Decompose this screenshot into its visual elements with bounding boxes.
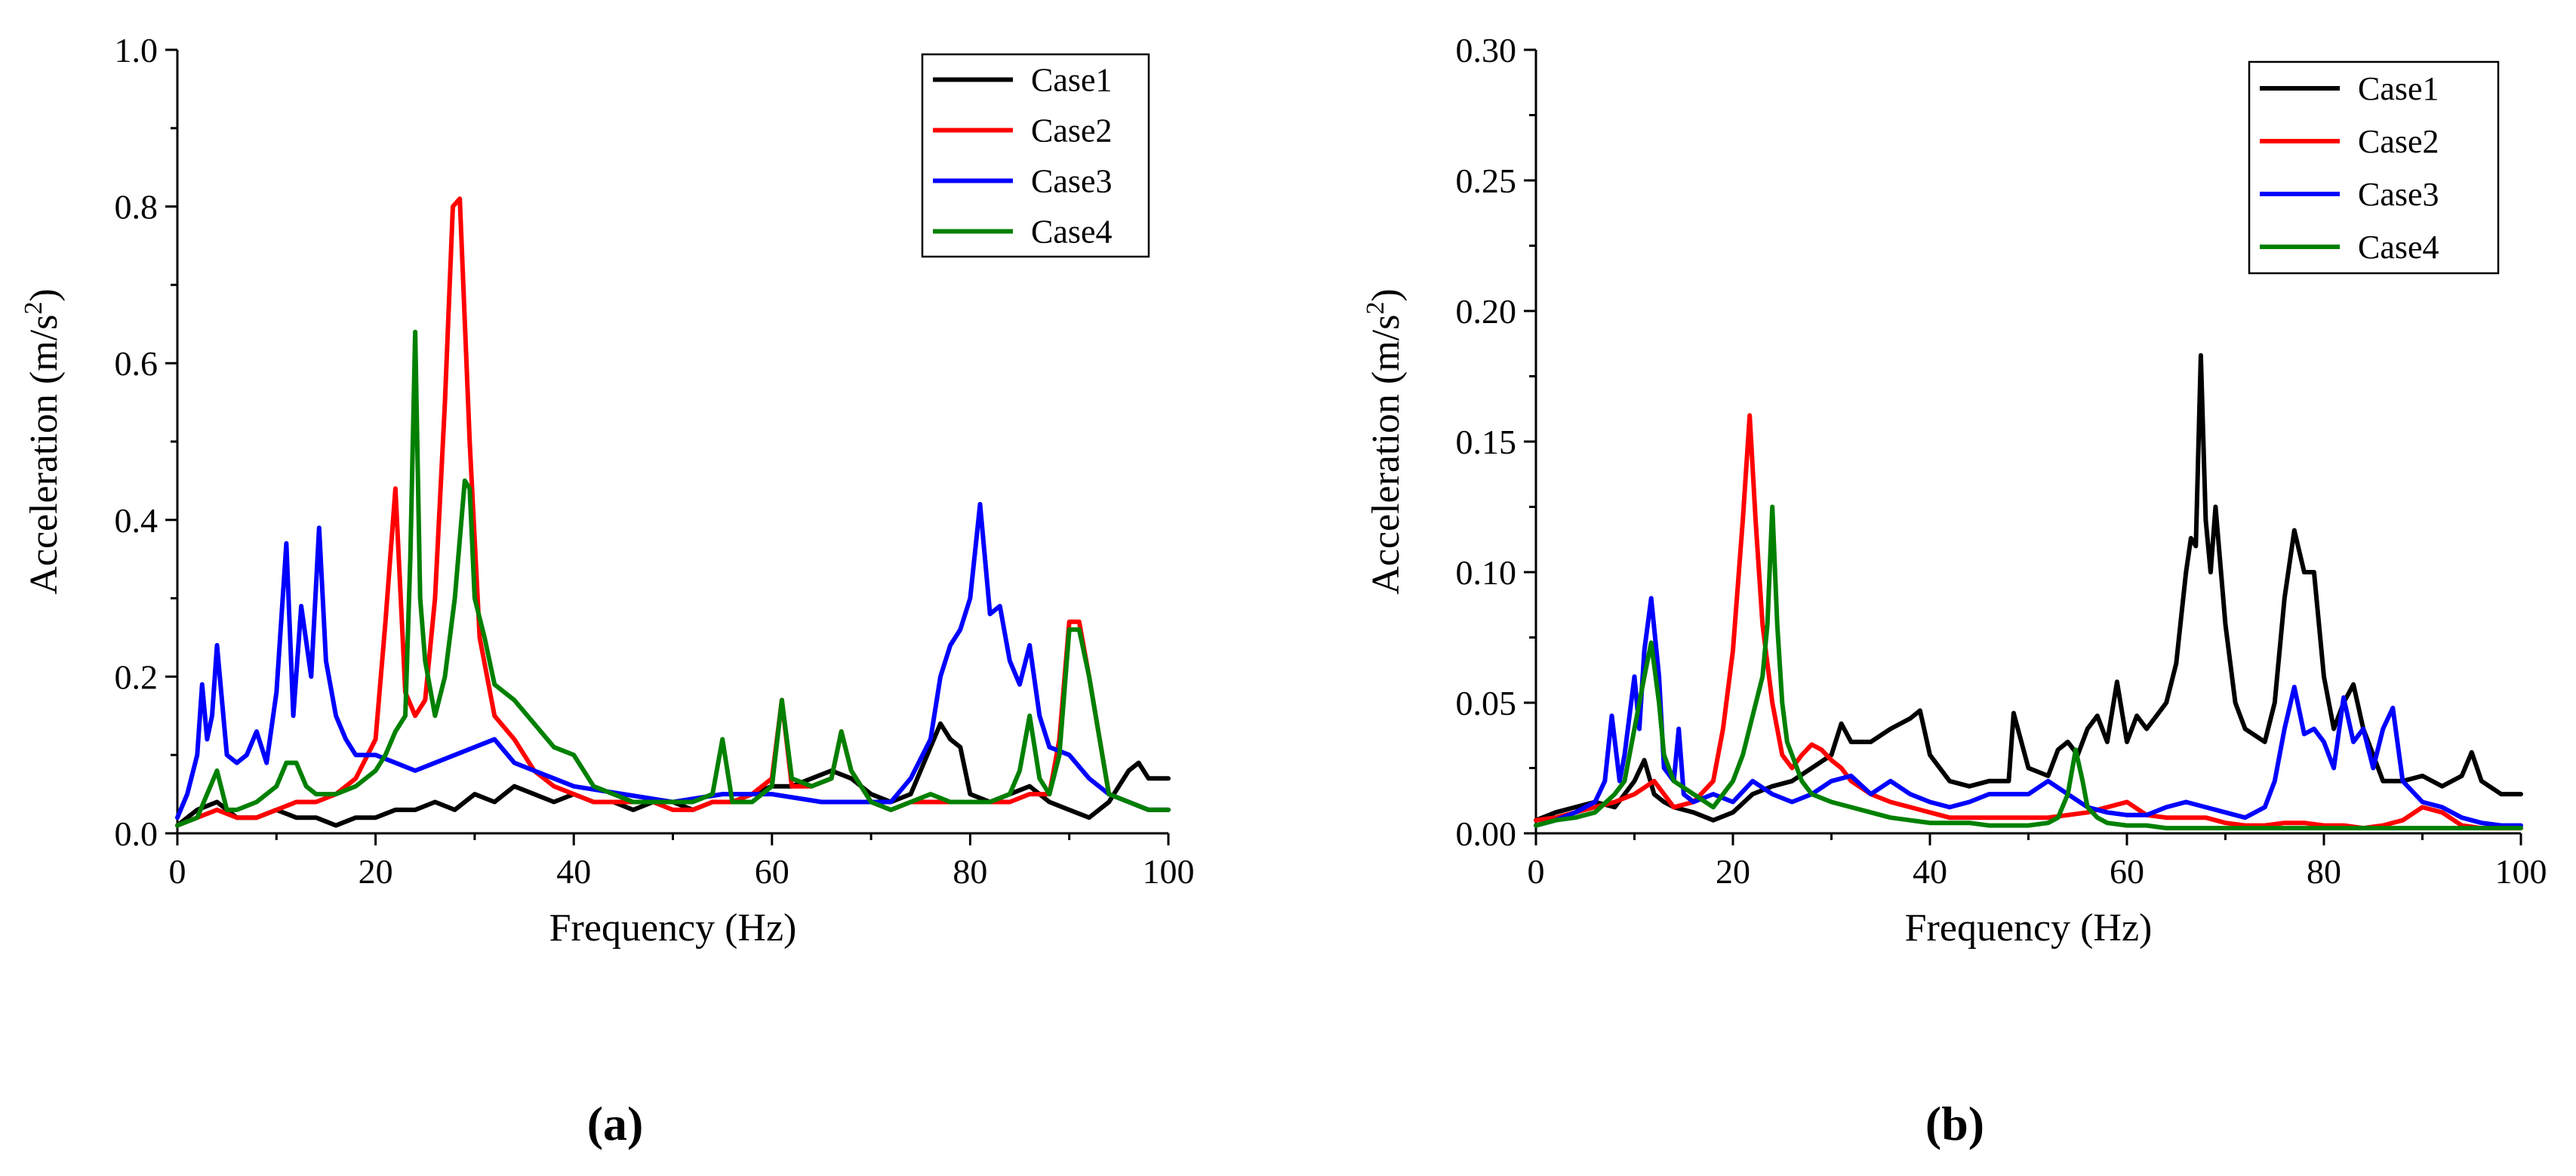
y-axis-title-main: Acceleration (m/s bbox=[1365, 315, 1408, 595]
x-tick-label: 40 bbox=[556, 852, 591, 891]
y-tick-label: 0.4 bbox=[115, 501, 158, 540]
series-line-case3 bbox=[175, 502, 1171, 820]
legend-label-case2: Case2 bbox=[1031, 112, 1113, 149]
panel-a: 0 20 40 60 80 100 0.0 0.2 0.4 0.6 0.8 1.0 Frequency … bbox=[20, 31, 1195, 1150]
x-tick-label: 20 bbox=[359, 852, 393, 891]
series-line-case4 bbox=[175, 329, 1171, 828]
x-tick-label: 100 bbox=[1143, 852, 1195, 891]
x-tick-label: 100 bbox=[2495, 852, 2547, 891]
series-line-case4 bbox=[1534, 504, 2523, 831]
y-tick-label: 1.0 bbox=[115, 31, 158, 69]
x-tick-label: 60 bbox=[755, 852, 789, 891]
y-axis-title-superscript: 2 bbox=[1362, 302, 1390, 315]
y-tick-label: 0.6 bbox=[115, 344, 158, 383]
y-tick-label: 0.2 bbox=[115, 657, 158, 696]
series-line-case3 bbox=[1534, 596, 2523, 828]
legend-label-case3: Case3 bbox=[1031, 163, 1113, 200]
x-tick-label: 80 bbox=[2307, 852, 2341, 891]
x-tick-label: 0 bbox=[169, 852, 186, 891]
x-tick-label: 0 bbox=[1528, 852, 1545, 891]
legend-label-case1: Case1 bbox=[1031, 62, 1113, 99]
series-line-case2 bbox=[1534, 413, 2523, 831]
x-axis-title: Frequency (Hz) bbox=[1905, 907, 2153, 950]
y-axis-title-main: Acceleration (m/s bbox=[23, 315, 66, 595]
series-line-case1 bbox=[1534, 352, 2523, 823]
y-axis-title: Acceleration (m/s2) bbox=[20, 288, 66, 594]
legend-label-case4: Case4 bbox=[1031, 214, 1113, 251]
legend-box bbox=[2248, 60, 2500, 275]
x-tick-label: 60 bbox=[2110, 852, 2144, 891]
legend-label-case2: Case2 bbox=[2358, 123, 2439, 160]
y-tick-label: 0.00 bbox=[1456, 814, 1517, 853]
y-tick-label: 0.10 bbox=[1456, 553, 1517, 592]
legend-label-case3: Case3 bbox=[2358, 176, 2439, 213]
y-axis-title-superscript: 2 bbox=[20, 302, 48, 315]
legend-label-case4: Case4 bbox=[2358, 229, 2439, 266]
y-axis-title-end: ) bbox=[1365, 288, 1408, 301]
y-tick-label: 0.0 bbox=[115, 814, 158, 853]
y-tick-label: 0.20 bbox=[1456, 292, 1517, 331]
y-tick-label: 0.8 bbox=[115, 188, 158, 226]
y-axis-title: Acceleration (m/s2) bbox=[1362, 288, 1408, 594]
series-line-case2 bbox=[175, 196, 1171, 828]
x-tick-label: 40 bbox=[1913, 852, 1947, 891]
y-tick-label: 0.30 bbox=[1456, 31, 1517, 69]
legend-label-case1: Case1 bbox=[2358, 70, 2439, 107]
y-tick-label: 0.15 bbox=[1456, 423, 1517, 461]
y-tick-label: 0.25 bbox=[1456, 162, 1517, 200]
x-tick-label: 80 bbox=[953, 852, 987, 891]
y-tick-label: 0.05 bbox=[1456, 684, 1517, 722]
y-axis-title-end: ) bbox=[23, 288, 66, 301]
panel-b: 0 20 40 60 80 100 0.00 0.05 0.10 0.15 0.20 0.25 0.30… bbox=[1362, 31, 2547, 1150]
x-axis-title: Frequency (Hz) bbox=[549, 907, 797, 950]
legend-box bbox=[921, 53, 1150, 258]
x-tick-label: 20 bbox=[1716, 852, 1750, 891]
panel-label: (b) bbox=[1925, 1097, 1984, 1150]
panel-label: (a) bbox=[587, 1097, 644, 1150]
